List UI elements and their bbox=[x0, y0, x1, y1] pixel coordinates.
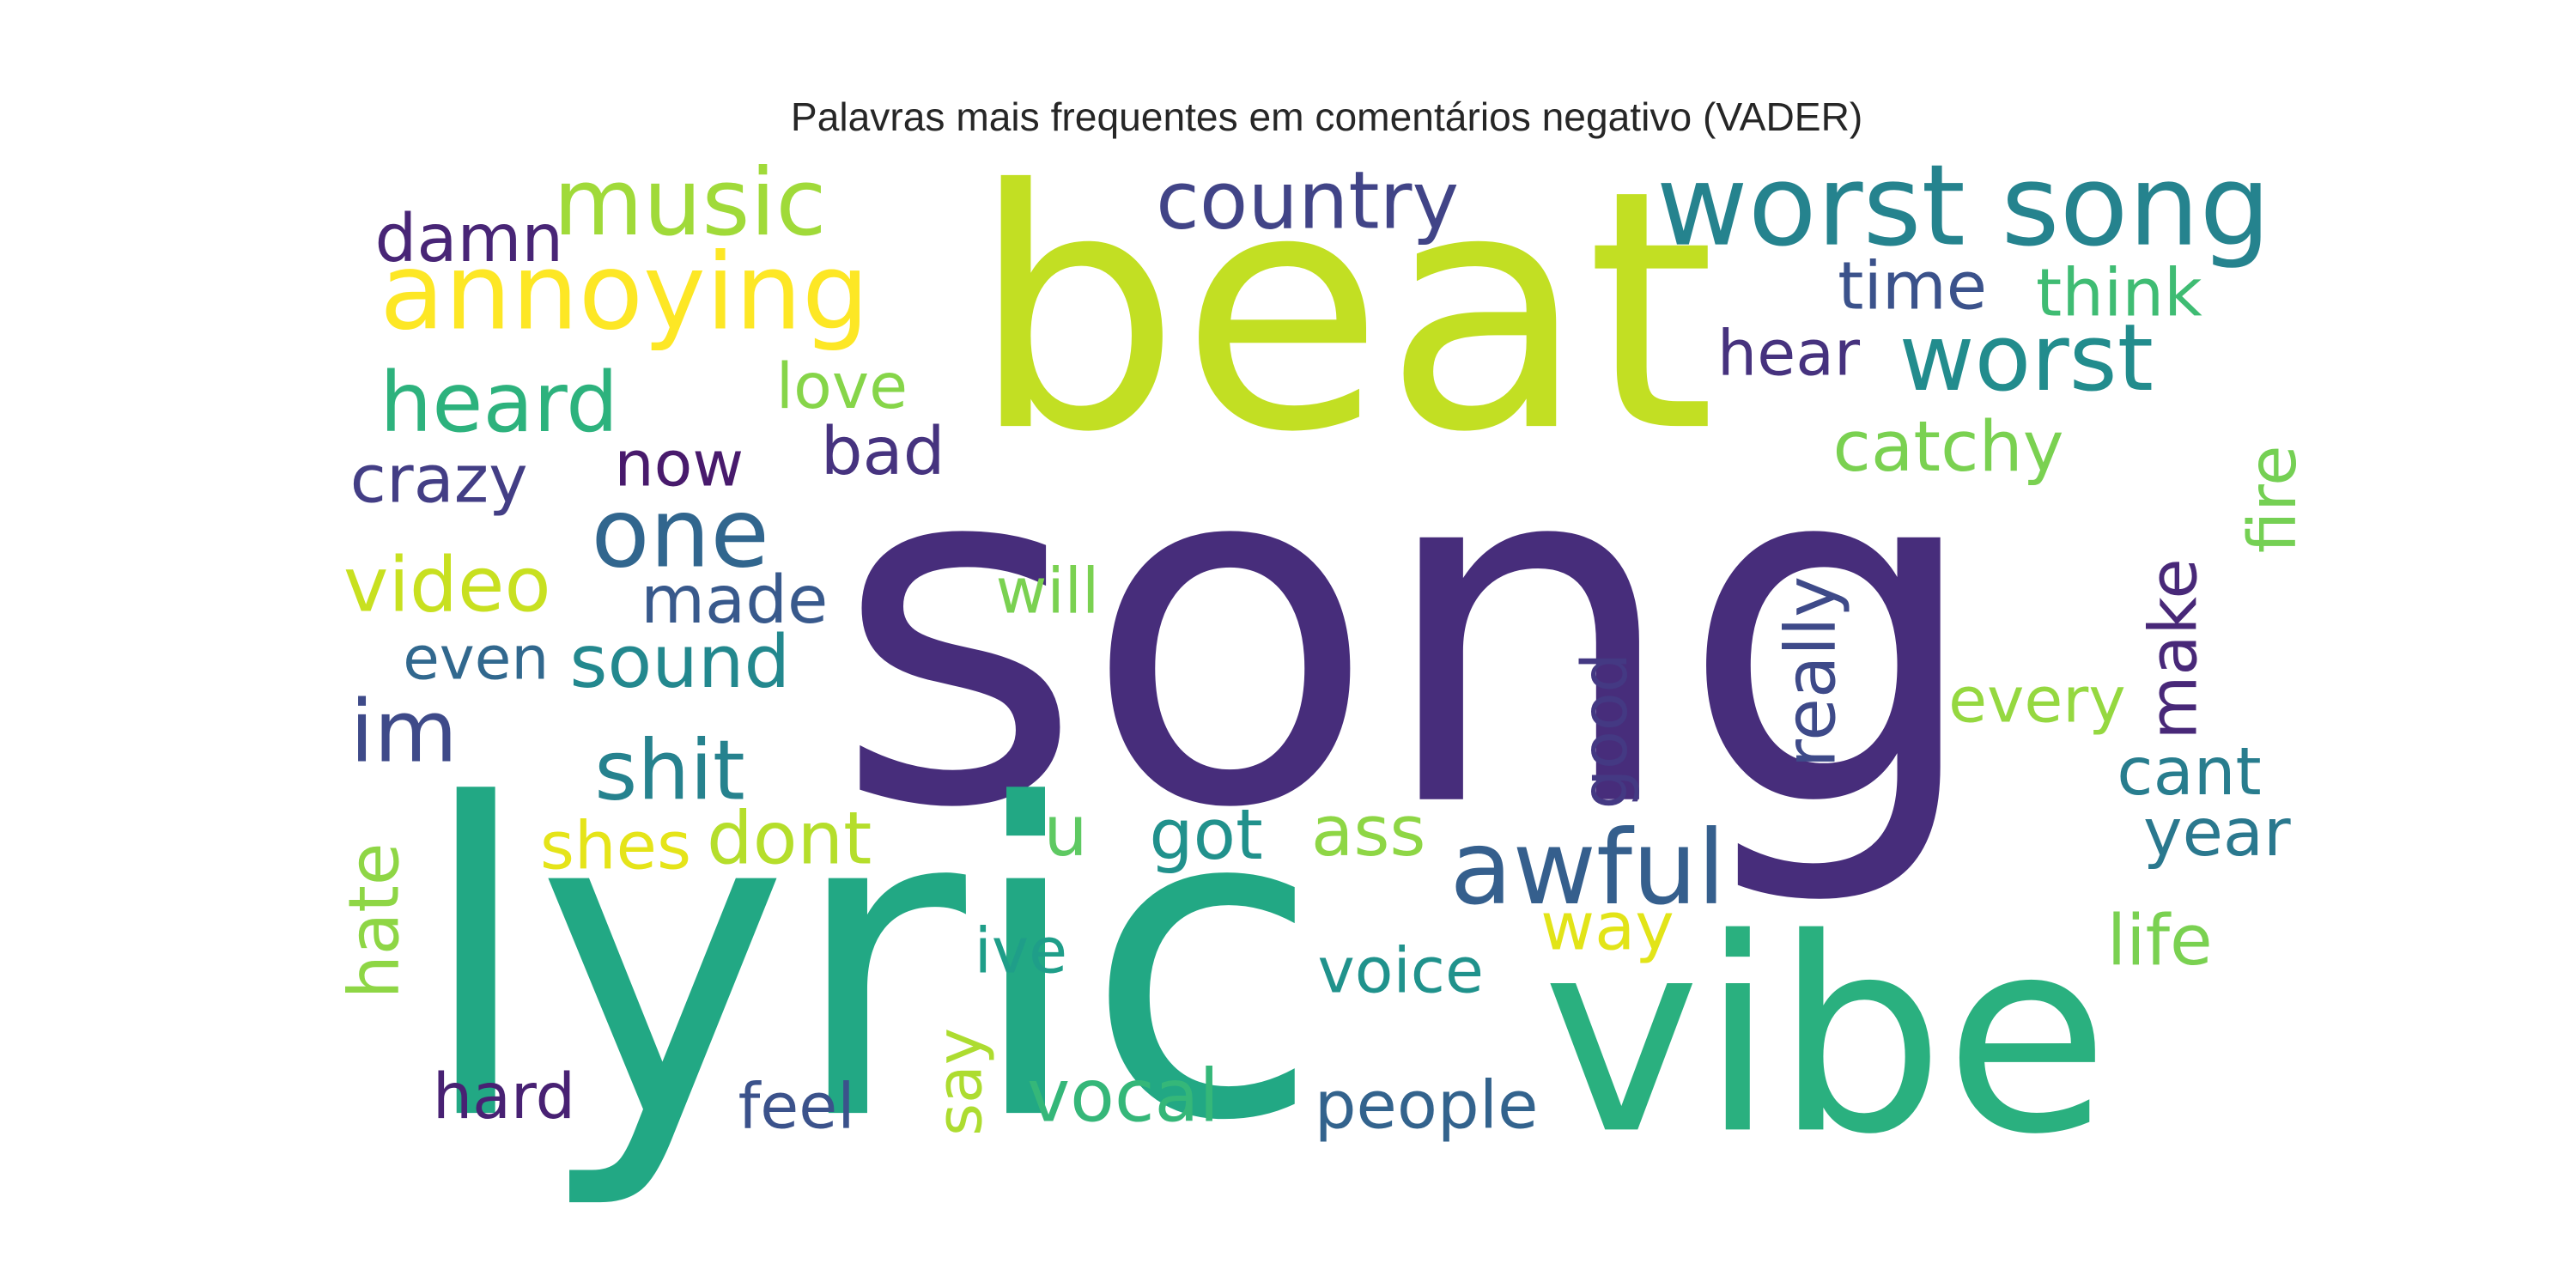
word-people: people bbox=[1314, 1068, 1539, 1145]
word-voice: voice bbox=[1317, 934, 1484, 1008]
word-hate: hate bbox=[333, 842, 415, 999]
word-cant: cant bbox=[2117, 734, 2262, 811]
word-time: time bbox=[1838, 249, 1988, 325]
word-bad: bad bbox=[820, 414, 945, 491]
word-sound: sound bbox=[569, 621, 791, 706]
word-one: one bbox=[591, 477, 769, 590]
word-now: now bbox=[614, 428, 744, 501]
word-annoying: annoying bbox=[380, 233, 870, 355]
word-hear: hear bbox=[1716, 317, 1861, 390]
word-really: really bbox=[1770, 575, 1851, 769]
word-love: love bbox=[775, 349, 908, 423]
word-ive: ive bbox=[974, 914, 1068, 987]
word-feel: feel bbox=[738, 1070, 855, 1143]
word-vocal: vocal bbox=[1027, 1054, 1219, 1139]
word-good: good bbox=[1568, 653, 1642, 810]
word-worst-song: worst song bbox=[1656, 142, 2271, 273]
word-year: year bbox=[2143, 795, 2291, 872]
word-say: say bbox=[922, 1027, 996, 1137]
word-way: way bbox=[1540, 890, 1674, 966]
word-will: will bbox=[995, 555, 1100, 628]
word-video: video bbox=[343, 539, 551, 629]
word-fire: fire bbox=[2235, 445, 2312, 554]
word-life: life bbox=[2106, 900, 2213, 981]
word-vibe: vibe bbox=[1542, 883, 2110, 1194]
word-country: country bbox=[1156, 155, 1460, 248]
word-crazy: crazy bbox=[349, 442, 528, 519]
word-think: think bbox=[2036, 256, 2202, 332]
word-im: im bbox=[349, 683, 458, 783]
word-worst: worst bbox=[1899, 305, 2154, 413]
word-song: song bbox=[834, 356, 1984, 914]
word-lyric: lyric bbox=[416, 716, 1321, 1216]
word-awful: awful bbox=[1449, 807, 1726, 928]
word-even: even bbox=[403, 625, 550, 694]
word-ass: ass bbox=[1310, 791, 1426, 872]
chart-title: Palavras mais frequentes em comentários … bbox=[790, 95, 1863, 141]
word-music: music bbox=[553, 149, 827, 258]
word-shit: shit bbox=[594, 723, 745, 819]
word-dont: dont bbox=[707, 797, 872, 882]
word-hard: hard bbox=[432, 1060, 576, 1133]
word-heard: heard bbox=[380, 355, 619, 451]
word-made: made bbox=[641, 562, 829, 640]
word-shes: shes bbox=[539, 809, 692, 885]
word-make: make bbox=[2136, 558, 2213, 740]
word-catchy: catchy bbox=[1832, 406, 2064, 488]
word-every: every bbox=[1948, 664, 2126, 737]
word-beat: beat bbox=[970, 120, 1716, 506]
word-u: u bbox=[1043, 791, 1088, 872]
word-got: got bbox=[1149, 793, 1263, 876]
word-damn: damn bbox=[374, 201, 564, 278]
